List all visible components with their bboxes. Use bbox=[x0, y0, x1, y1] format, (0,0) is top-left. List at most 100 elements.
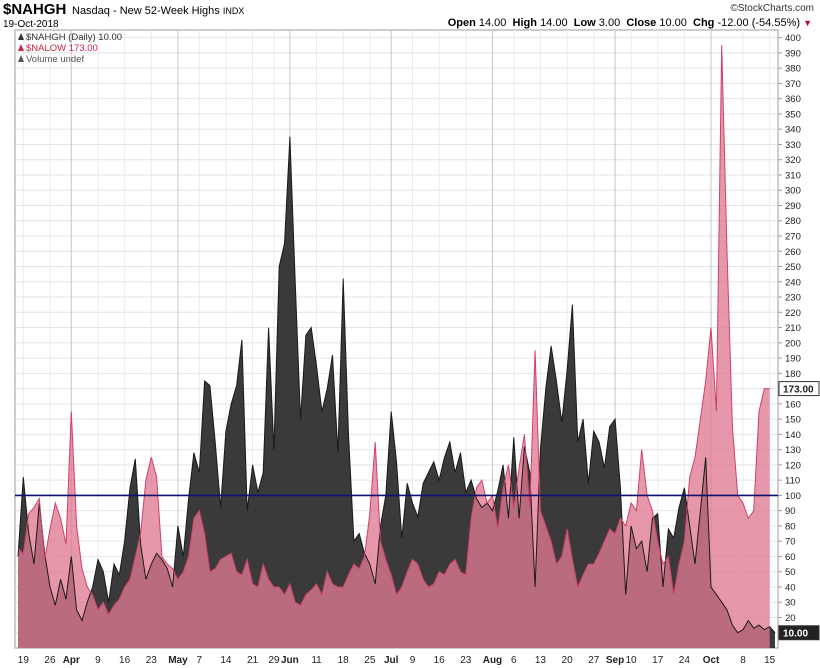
x-tick-label: 23 bbox=[460, 655, 472, 666]
x-tick-label: 14 bbox=[220, 655, 232, 666]
y-tick-label: 350 bbox=[785, 109, 801, 120]
y-tick-label: 160 bbox=[785, 399, 801, 410]
brand-watermark: ©StockCharts.com bbox=[730, 3, 814, 14]
chart-date: 19-Oct-2018 bbox=[3, 19, 59, 30]
y-tick-label: 300 bbox=[785, 186, 801, 197]
y-tick-label: 190 bbox=[785, 354, 801, 365]
x-tick-label: 21 bbox=[247, 655, 259, 666]
down-arrow-icon: ▼ bbox=[803, 18, 812, 28]
y-tick-label: 30 bbox=[785, 598, 796, 609]
series-area-nahgh bbox=[18, 136, 775, 649]
open-label: Open bbox=[447, 17, 476, 29]
y-tick-label: 40 bbox=[785, 582, 796, 593]
legend-item: $NAHGH (Daily) 10.00 bbox=[18, 32, 122, 43]
legend-swatch-icon bbox=[18, 44, 24, 51]
last-value-label-nalow: 173.00 bbox=[778, 381, 820, 397]
x-tick-label: 20 bbox=[562, 655, 574, 666]
legend-label: Volume undef bbox=[26, 54, 84, 65]
ohlc-readout: Open 14.00 High 14.00 Low 3.00 Close 10.… bbox=[448, 17, 812, 29]
x-tick-label: 13 bbox=[535, 655, 547, 666]
description-text: Nasdaq - New 52-Week Highs bbox=[72, 5, 220, 17]
open-value: 14.00 bbox=[478, 17, 507, 29]
y-tick-label: 180 bbox=[785, 369, 801, 380]
y-tick-label: 270 bbox=[785, 232, 801, 243]
legend-item: Volume undef bbox=[18, 54, 84, 65]
x-tick-label: Jul bbox=[384, 655, 399, 666]
legend-item: $NALOW 173.00 bbox=[18, 43, 98, 54]
x-tick-label: 8 bbox=[740, 655, 746, 666]
y-tick-label: 130 bbox=[785, 445, 801, 456]
y-tick-label: 320 bbox=[785, 155, 801, 166]
y-tick-label: 370 bbox=[785, 79, 801, 90]
y-tick-label: 260 bbox=[785, 247, 801, 258]
x-tick-label: Oct bbox=[703, 655, 720, 666]
last-value-label-nahgh: 10.00 bbox=[778, 625, 820, 641]
y-tick-label: 200 bbox=[785, 338, 801, 349]
last-value-box bbox=[778, 625, 820, 641]
series-area-nalow bbox=[18, 45, 770, 649]
y-tick-label: 400 bbox=[785, 33, 801, 44]
x-tick-label: Aug bbox=[483, 655, 502, 666]
x-tick-label: 24 bbox=[679, 655, 691, 666]
x-tick-label: 26 bbox=[44, 655, 56, 666]
y-tick-label: 360 bbox=[785, 94, 801, 105]
x-tick-label: 9 bbox=[95, 655, 101, 666]
x-tick-label: 6 bbox=[511, 655, 517, 666]
symbol-description: Nasdaq - New 52-Week Highs INDX bbox=[72, 5, 244, 17]
x-tick-label: 23 bbox=[146, 655, 158, 666]
y-tick-label: 250 bbox=[785, 262, 801, 273]
last-value-text: 173.00 bbox=[783, 385, 814, 396]
high-value: 14.00 bbox=[540, 17, 568, 29]
y-tick-label: 70 bbox=[785, 537, 796, 548]
legend-swatch-icon bbox=[18, 55, 24, 62]
legend-label: $NALOW 173.00 bbox=[26, 43, 98, 54]
y-tick-label: 110 bbox=[785, 476, 800, 487]
x-tick-label: 11 bbox=[311, 655, 322, 666]
y-tick-label: 140 bbox=[785, 430, 801, 441]
type-text: INDX bbox=[222, 6, 245, 16]
close-value: 10.00 bbox=[659, 17, 687, 29]
chg-label: Chg bbox=[693, 17, 715, 29]
y-tick-label: 150 bbox=[785, 415, 801, 426]
x-tick-label: Jun bbox=[281, 655, 299, 666]
chg-value: -12.00 (-54.55%) bbox=[717, 17, 801, 29]
y-tick-label: 100 bbox=[785, 491, 801, 502]
x-tick-label: 15 bbox=[764, 655, 776, 666]
series-line-nahgh bbox=[17, 136, 776, 634]
x-tick-label: 16 bbox=[434, 655, 446, 666]
close-label: Close bbox=[626, 17, 657, 29]
y-tick-label: 90 bbox=[785, 506, 796, 517]
low-label: Low bbox=[573, 17, 596, 29]
y-tick-label: 210 bbox=[785, 323, 801, 334]
legend-label: $NAHGH (Daily) 10.00 bbox=[26, 32, 122, 43]
x-tick-label: May bbox=[168, 655, 188, 666]
y-tick-label: 330 bbox=[785, 140, 801, 151]
symbol-title: $NAHGH bbox=[3, 1, 67, 18]
y-tick-label: 120 bbox=[785, 460, 801, 471]
y-tick-label: 280 bbox=[785, 216, 801, 227]
y-tick-label: 20 bbox=[785, 613, 796, 624]
y-tick-label: 80 bbox=[785, 521, 796, 532]
y-tick-label: 240 bbox=[785, 277, 801, 288]
last-value-box bbox=[778, 381, 820, 397]
high-label: High bbox=[512, 17, 537, 29]
series-line-nalow bbox=[17, 45, 770, 616]
y-tick-label: 290 bbox=[785, 201, 801, 212]
low-value: 3.00 bbox=[598, 17, 621, 29]
y-tick-label: 390 bbox=[785, 48, 801, 59]
x-tick-label: 18 bbox=[338, 655, 350, 666]
x-tick-label: 16 bbox=[119, 655, 131, 666]
x-tick-label: 10 bbox=[626, 655, 638, 666]
x-tick-label: 17 bbox=[652, 655, 664, 666]
x-tick-label: 25 bbox=[364, 655, 376, 666]
x-tick-label: 9 bbox=[410, 655, 416, 666]
x-tick-label: Sep bbox=[606, 655, 624, 666]
last-value-text: 10.00 bbox=[783, 629, 808, 640]
y-tick-label: 380 bbox=[785, 64, 801, 75]
x-tick-label: Apr bbox=[63, 655, 80, 666]
y-tick-label: 50 bbox=[785, 567, 796, 578]
x-tick-label: 19 bbox=[18, 655, 30, 666]
y-tick-label: 220 bbox=[785, 308, 801, 319]
x-tick-label: 29 bbox=[268, 655, 280, 666]
